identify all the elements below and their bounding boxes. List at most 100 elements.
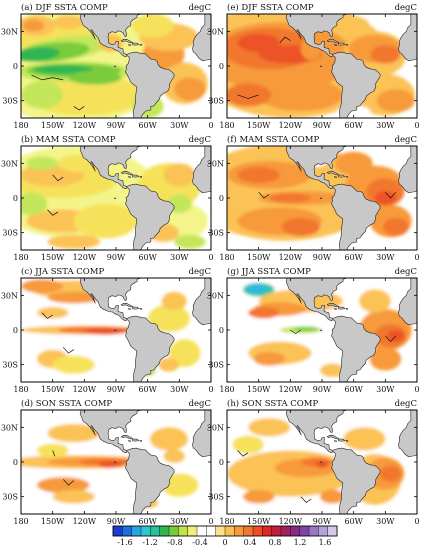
galapagos-land xyxy=(113,65,117,68)
anomaly-region xyxy=(36,477,90,494)
lon-tick-label: 180 xyxy=(13,517,28,526)
lon-tick-label: 30W xyxy=(376,253,395,262)
newfoundland-land xyxy=(355,403,362,408)
anomaly-region xyxy=(383,217,409,237)
jamaica-land xyxy=(334,176,337,178)
anomaly-region xyxy=(227,83,272,107)
newfoundland-land xyxy=(149,271,156,276)
map-panel-h: (h) SON SSTA COMP degC 30N 0 30S 180 150W 120W 9… xyxy=(207,398,420,526)
panel-title: (h) SON SSTA COMP xyxy=(227,398,318,409)
lat-tick-label: 0 xyxy=(219,458,224,467)
colorbar-swatch xyxy=(168,525,179,537)
panel-units: degC xyxy=(189,399,211,409)
lon-tick-label: 0 xyxy=(208,253,213,262)
anomaly-region xyxy=(161,291,187,311)
anomaly-region xyxy=(319,363,346,378)
hispaniola-land xyxy=(338,42,346,46)
anomaly-region xyxy=(147,304,190,333)
landmasses xyxy=(79,7,211,118)
colorbar-swatch xyxy=(280,525,291,537)
hispaniola-land xyxy=(132,306,140,310)
contour-line xyxy=(237,450,249,457)
colorbar-swatch xyxy=(299,525,310,537)
lon-tick-label: 90W xyxy=(107,121,126,130)
hispaniola-land xyxy=(338,438,346,442)
cuba-land xyxy=(326,434,340,440)
galapagos-land xyxy=(319,197,323,200)
anomaly-region xyxy=(248,418,291,437)
hispaniola-land xyxy=(132,174,140,178)
anomaly-region xyxy=(163,449,185,464)
north-america-land xyxy=(79,410,142,454)
newfoundland-land xyxy=(355,7,362,12)
jamaica-land xyxy=(334,44,337,46)
anomaly-region xyxy=(52,489,95,504)
lon-tick-label: 60W xyxy=(138,385,157,394)
newfoundland-land xyxy=(149,7,156,12)
anomaly-region xyxy=(258,78,344,112)
lon-tick-label: 150W xyxy=(247,517,271,526)
anomaly-region xyxy=(47,291,101,304)
colorbar-swatch xyxy=(178,525,189,537)
anomaly-region xyxy=(232,435,264,454)
landmasses xyxy=(79,410,211,514)
anomaly-region xyxy=(26,156,58,171)
lat-tick-label: 30N xyxy=(1,159,18,168)
colorbar-label: -1.6 xyxy=(117,538,132,547)
puerto-rico-land xyxy=(345,44,349,46)
panel-title: (a) DJF SSTA COMP xyxy=(21,2,108,13)
anomaly-region xyxy=(73,203,138,239)
lat-tick-label: 30S xyxy=(2,493,18,502)
contour-line xyxy=(47,209,59,216)
hispaniola-land xyxy=(338,174,346,178)
sst-anomaly-field xyxy=(227,403,417,514)
lon-tick-label: 120W xyxy=(73,253,97,262)
anomaly-region xyxy=(237,33,280,53)
jamaica-land xyxy=(128,44,131,46)
lon-tick-label: 90W xyxy=(107,517,126,526)
contour-line xyxy=(385,191,397,199)
puerto-rico-land xyxy=(345,308,349,310)
anomaly-region xyxy=(47,423,101,443)
lat-tick-label: 30N xyxy=(1,423,18,432)
anomaly-region xyxy=(98,460,124,468)
anomaly-region xyxy=(337,16,370,35)
africa-land xyxy=(192,146,211,194)
anomaly-region xyxy=(174,77,206,101)
panel-units: degC xyxy=(189,135,211,145)
anomaly-region xyxy=(253,352,285,366)
colorbar-swatch xyxy=(159,525,170,537)
africa-land xyxy=(398,278,417,326)
africa-land xyxy=(398,410,417,458)
africa-land xyxy=(192,14,211,62)
lon-tick-label: 30W xyxy=(170,385,189,394)
map-panel-f: (f) MAM SSTA COMP degC 30N 0 30S 180 150W 120W 9… xyxy=(207,134,420,262)
lon-tick-label: 150W xyxy=(41,253,65,262)
jamaica-land xyxy=(128,308,131,310)
lat-tick-label: 30S xyxy=(2,229,18,238)
lon-tick-label: 180 xyxy=(13,385,28,394)
galapagos-land xyxy=(319,461,323,464)
contour-line xyxy=(385,335,397,343)
south-america-land xyxy=(125,183,175,250)
colorbar-label: 0.8 xyxy=(269,538,282,547)
lat-tick-label: 30S xyxy=(2,361,18,370)
lon-tick-label: 180 xyxy=(219,121,234,130)
jamaica-land xyxy=(128,440,131,442)
colorbar-swatch xyxy=(308,525,319,537)
lat-tick-label: 30N xyxy=(207,423,224,432)
panel-title: (d) SON SSTA COMP xyxy=(21,398,112,409)
anomaly-region xyxy=(158,357,180,372)
cuba-land xyxy=(120,302,134,308)
colorbar-swatch xyxy=(290,525,301,537)
north-america-land xyxy=(285,14,348,58)
lon-tick-label: 150W xyxy=(41,385,65,394)
contour-line xyxy=(31,74,64,81)
contour-line xyxy=(52,450,56,457)
jamaica-land xyxy=(128,176,131,178)
lon-tick-label: 90W xyxy=(107,253,126,262)
anomaly-region xyxy=(315,460,329,468)
colorbar-swatch xyxy=(224,525,235,537)
lon-tick-label: 0 xyxy=(208,385,213,394)
